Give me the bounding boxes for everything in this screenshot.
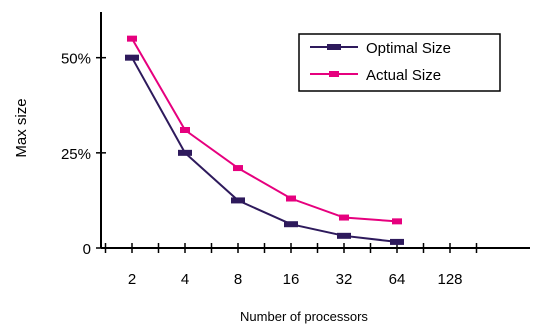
data-point [339,214,349,221]
legend-label: Actual Size [366,67,441,84]
x-tick-label: 64 [389,271,406,288]
data-point [178,149,192,156]
x-tick-label: 4 [181,271,189,288]
x-tick-label: 2 [128,271,136,288]
data-point [390,238,404,245]
legend-swatch-marker [329,71,339,77]
legend-box [298,33,501,92]
series-line-1 [131,57,398,243]
y-tick-label: 25% [61,146,91,163]
data-point [125,54,139,61]
data-point [231,197,245,204]
x-tick-label: 16 [283,271,300,288]
legend: Optimal Size Actual Size [298,33,501,92]
data-point [337,232,351,239]
legend-swatch-marker [327,44,341,50]
y-axis-label: Max size [13,98,30,157]
y-tick-label: 0 [83,241,91,258]
x-ticks: 2 4 8 16 32 64 128 [104,243,478,288]
axes [100,12,530,249]
x-tick-label: 128 [437,271,462,288]
series-line-2 [131,38,398,223]
series-layer [125,35,404,245]
data-point [286,195,296,202]
x-axis-label: Number of processors [240,309,368,324]
data-point [284,221,298,228]
data-point [180,127,190,133]
y-ticks: 0 25% 50% [61,51,106,258]
x-tick-label: 32 [336,271,353,288]
data-point [127,35,137,42]
data-point [392,218,402,225]
data-point [233,165,243,172]
y-tick-label: 50% [61,51,91,68]
x-tick-label: 8 [234,271,242,288]
legend-label: Optimal Size [366,40,451,57]
